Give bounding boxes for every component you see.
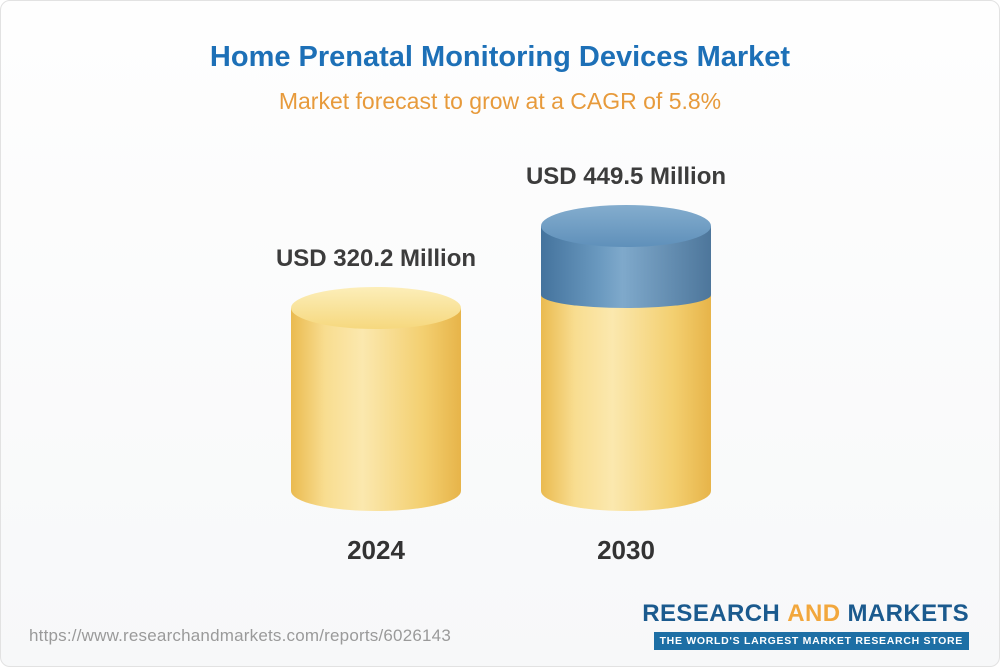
bar-cylinder-top-2030: [541, 205, 711, 247]
chart-header: Home Prenatal Monitoring Devices Market …: [1, 1, 999, 115]
research-and-markets-logo: RESEARCH AND MARKETS THE WORLD'S LARGEST…: [642, 600, 969, 650]
x-axis-label-2024: 2024: [347, 535, 405, 565]
bar-cylinder-2030: [541, 205, 711, 511]
bar-cylinder-top-2024: [291, 286, 461, 329]
bar-cylinder-body-2024: [291, 307, 461, 511]
bar-group-2030: USD 449.5 Million 2030: [506, 1, 746, 666]
bar-value-label-2024: USD 320.2 Million: [275, 244, 477, 272]
chart-title: Home Prenatal Monitoring Devices Market: [209, 41, 791, 73]
logo-word-markets: MARKETS: [847, 600, 969, 627]
x-axis-label-2030: 2030: [597, 535, 655, 565]
bar-value-label-2030: USD 449.5 Million: [525, 163, 727, 190]
logo-tagline: THE WORLD'S LARGEST MARKET RESEARCH STOR…: [653, 632, 969, 650]
logo-word-and: AND: [787, 600, 841, 627]
logo-wordmark: RESEARCH AND MARKETS: [642, 600, 969, 628]
bar-group-2024: USD 320.2 Million 2024: [256, 1, 496, 666]
report-url: https://www.researchandmarkets.com/repor…: [29, 626, 451, 645]
logo-word-research: RESEARCH: [642, 600, 781, 627]
chart-subtitle: Market forecast to grow at a CAGR of 5.8…: [278, 88, 722, 114]
bar-cylinder-2024: [291, 286, 461, 511]
